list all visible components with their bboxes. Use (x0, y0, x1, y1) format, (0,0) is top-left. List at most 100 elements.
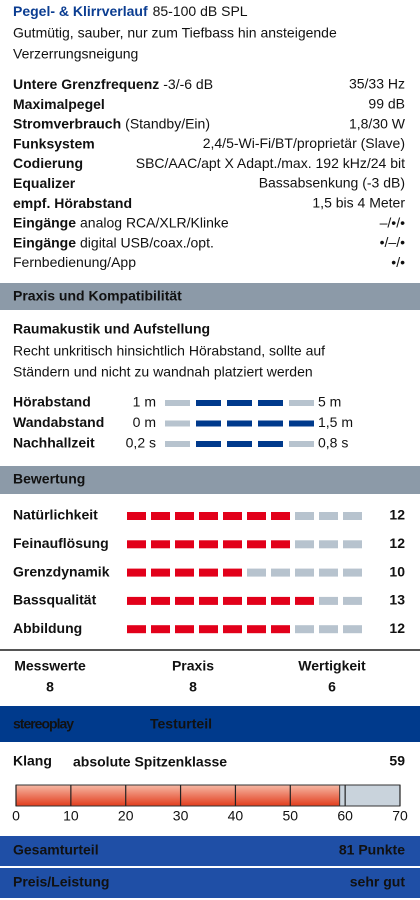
rating-segment (247, 596, 266, 605)
rating-segment (223, 625, 242, 634)
rating-segment (175, 512, 194, 520)
scale-segment (165, 420, 190, 427)
rating-segment (271, 568, 290, 577)
scale-min: 0 m (133, 414, 156, 430)
result-bar (0, 836, 420, 866)
subheading: Raumakustik und Aufstellung (13, 321, 210, 337)
spec-name: Untere Grenzfrequenz (13, 76, 159, 92)
spec-name: Maximalpegel (13, 96, 105, 112)
rating-segment (247, 568, 266, 577)
rating-segment (247, 512, 266, 520)
rating-segment (127, 625, 146, 634)
spec-name: Equalizer (13, 175, 76, 191)
section-bar (0, 283, 420, 310)
spec-label: Codierung (13, 155, 83, 171)
rating-segment (151, 540, 170, 549)
spec-name: Stromverbrauch (13, 115, 121, 131)
scale-segment (258, 441, 283, 447)
rating-segment (343, 596, 362, 605)
rating-score: 12 (389, 620, 405, 636)
rating-score: 12 (389, 535, 405, 551)
spec-label: Maximalpegel (13, 96, 105, 112)
rating-segment (127, 540, 146, 549)
klang-value: 59 (389, 753, 405, 769)
rating-segment (151, 568, 170, 577)
rating-segment (295, 512, 314, 520)
result-value: sehr gut (350, 874, 406, 890)
summary-value: 8 (189, 679, 197, 695)
spec-label: Eingänge digital USB/coax./opt. (13, 234, 214, 250)
rating-segment (223, 540, 242, 549)
spec-name: Eingänge (13, 214, 76, 230)
spec-name: Codierung (13, 155, 83, 171)
spec-label: Stromverbrauch (Standby/Ein) (13, 115, 210, 131)
rating-label: Natürlichkeit (13, 507, 98, 523)
scale-segment (227, 420, 252, 427)
spec-label: Fernbedienung/App (13, 254, 136, 270)
rating-segment (151, 512, 170, 520)
tick-label: 40 (228, 808, 244, 824)
rating-segment (199, 540, 218, 549)
rating-segment (175, 596, 194, 605)
rating-segment (175, 625, 194, 634)
rating-segment (175, 540, 194, 549)
scale-label: Wandabstand (13, 414, 104, 430)
scale-segment (258, 420, 283, 427)
tick-label: 10 (63, 808, 79, 824)
rating-label: Bassqualität (13, 592, 97, 608)
rating-segment (295, 540, 314, 549)
scale-max: 1,5 m (318, 414, 353, 430)
rating-segment (127, 596, 146, 605)
result-bar (0, 868, 420, 898)
rating-segment (343, 568, 362, 577)
rating-segment (127, 568, 146, 577)
klang-label: Klang (13, 753, 52, 769)
rating-segment (343, 512, 362, 520)
rating-segment (223, 512, 242, 520)
rating-score: 13 (389, 592, 405, 608)
rating-segment (295, 596, 314, 605)
rating-segment (271, 540, 290, 549)
rating-score: 12 (389, 507, 405, 523)
summary-label: Praxis (172, 658, 214, 674)
rating-bar (127, 540, 362, 549)
spec-value: 1,5 bis 4 Meter (312, 195, 405, 211)
praxis-text: Recht unkritisch hinsichtlich Hörabstand… (13, 343, 325, 359)
scale-segment (196, 441, 221, 447)
result-label: Gesamturteil (13, 842, 99, 858)
rating-segment (319, 512, 338, 520)
spec-label: Untere Grenzfrequenz -3/-6 dB (13, 76, 213, 92)
section-heading: Bewertung (13, 471, 85, 487)
rating-label: Grenzdynamik (13, 563, 110, 579)
rating-segment (223, 568, 242, 577)
spec-value: 1,8/30 W (349, 115, 406, 131)
rating-bar (127, 625, 362, 634)
scale-label: Hörabstand (13, 394, 91, 410)
rating-segment (247, 540, 266, 549)
header-title-note: 85-100 dB SPL (153, 3, 248, 19)
rating-label: Feinauflösung (13, 535, 109, 551)
scale-segment (196, 400, 221, 406)
scale-segment (289, 400, 314, 406)
spec-label: Eingänge analog RCA/XLR/Klinke (13, 214, 229, 230)
scale-segment (227, 441, 252, 447)
spec-name: Funksystem (13, 135, 95, 151)
scale-segment (258, 400, 283, 406)
spec-note: -3/-6 dB (163, 76, 213, 92)
spec-value: –/•/• (380, 214, 405, 230)
spec-value: 99 dB (368, 96, 405, 112)
result-label: Preis/Leistung (13, 874, 109, 890)
spec-value: SBC/AAC/apt X Adapt./max. 192 kHz/24 bit (136, 155, 405, 171)
spec-label: Equalizer (13, 175, 76, 191)
rating-segment (271, 596, 290, 605)
rating-label: Abbildung (13, 620, 82, 636)
spec-note: digital USB/coax./opt. (80, 234, 214, 250)
header-text: Verzerrungsneigung (13, 46, 138, 62)
tick-label: 60 (337, 808, 353, 824)
scale-segment (165, 441, 190, 447)
rating-segment (295, 568, 314, 577)
rating-segment (199, 596, 218, 605)
tick-label: 30 (173, 808, 189, 824)
summary-value: 6 (328, 679, 336, 695)
scale-segment (227, 400, 252, 406)
